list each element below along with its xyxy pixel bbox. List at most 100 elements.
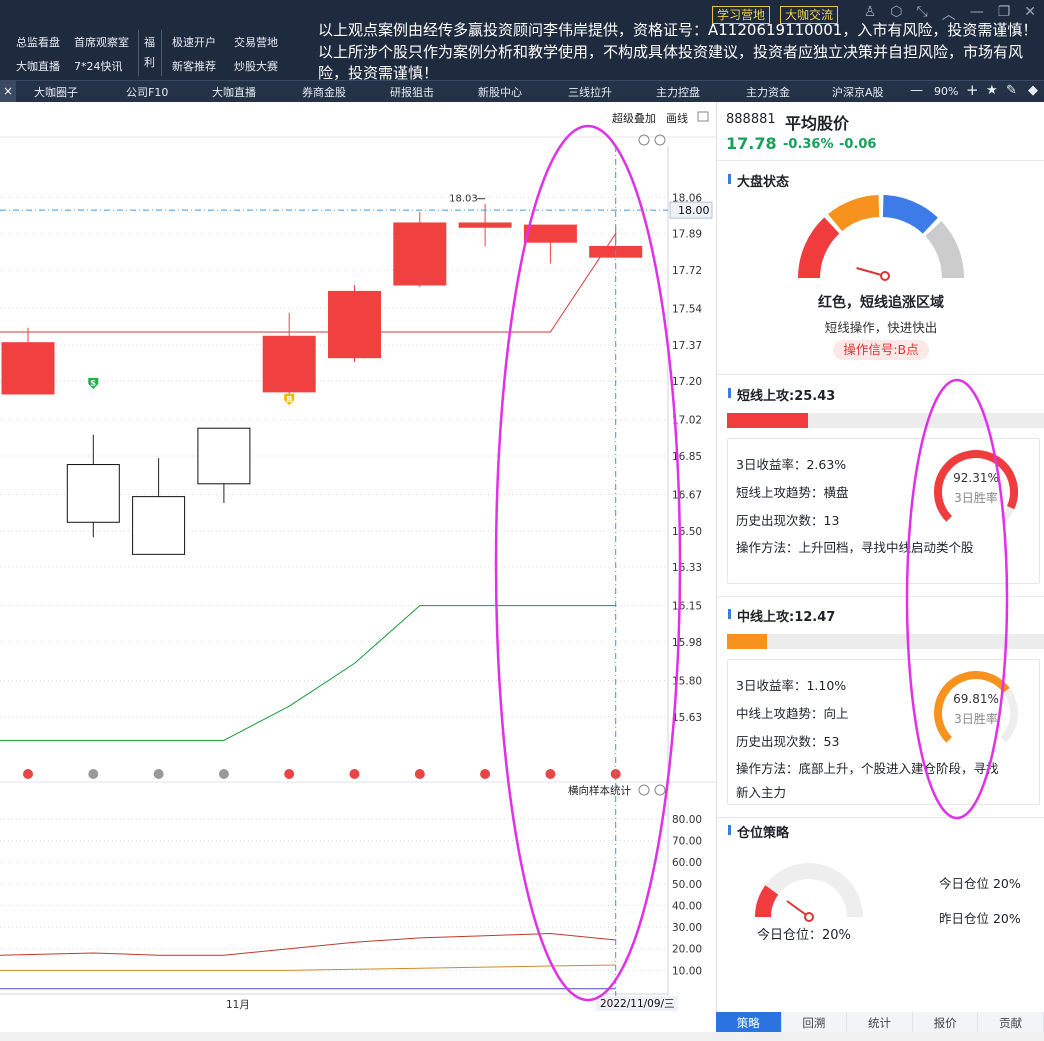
signal-dot (88, 769, 99, 779)
candle-body (262, 335, 316, 393)
sample-stats-button[interactable]: 横向样本统计 (568, 784, 631, 797)
mid-stat-line: 新入主力 (736, 785, 787, 800)
panel-tab-1[interactable]: 回溯 (781, 1012, 848, 1034)
today-position: 今日仓位 20% (939, 876, 1021, 891)
tab-item[interactable]: 主力控盘 (656, 86, 700, 99)
price-tick-label: 17.72 (672, 265, 702, 277)
candle-body (328, 290, 381, 359)
hexagon-icon[interactable]: ⬡ (890, 4, 903, 20)
mid-stats-card: 3日收益率：1.10% 中线上攻趋势：向上 历史出现次数：53 操作方法：底部上… (727, 659, 1040, 805)
stock-price: 17.78 (726, 134, 777, 153)
mid-win-rate-label: 3日胜率 (954, 712, 998, 726)
shrink-icon[interactable]: ⤡ (916, 4, 928, 20)
chevron-up-icon[interactable]: ︿ (941, 7, 956, 23)
market-status-text: 红色，短线追涨区域 (818, 295, 944, 311)
tab-item[interactable]: 公司F10 (126, 86, 169, 99)
panel-tab-3[interactable]: 报价 (912, 1012, 979, 1034)
more-icon[interactable]: ◆ (1028, 83, 1038, 98)
candle-body (393, 222, 447, 286)
short-stats-card: 3日收益率：2.63% 短线上攻趋势：横盘 历史出现次数：13 操作方法：上升回… (727, 438, 1040, 584)
short-stat-line: 3日收益率：2.63% (736, 457, 847, 472)
month-tick-label: 11月 (226, 999, 250, 1011)
window-controls: ♙ ⬡ ⤡ ︿ — ❐ ✕ (864, 4, 1036, 24)
stats-settings-icon[interactable] (638, 784, 650, 796)
top-menu-item[interactable]: 7*24快讯 (74, 60, 123, 73)
top-menu-item[interactable]: 大咖直播 (16, 60, 60, 73)
price-tick-label: 15.63 (672, 712, 702, 724)
change-value: -0.06 (839, 137, 877, 152)
price-tick-label: 16.50 (672, 526, 702, 538)
mid-stat-line: 中线上攻趋势：向上 (736, 706, 849, 721)
tab-item[interactable]: 大咖圈子 (34, 86, 78, 99)
settings-icon[interactable] (638, 134, 650, 146)
expert-exchange-tag[interactable]: 大咖交流 (780, 6, 839, 24)
divider (717, 374, 1044, 375)
star-icon[interactable]: ★ (986, 83, 998, 98)
lower-tick-label: 30.00 (672, 922, 702, 934)
top-menu-item[interactable]: 新客推荐 (172, 60, 216, 73)
top-menu-item[interactable]: 总监看盘 (16, 36, 60, 49)
grid-icon[interactable] (697, 111, 709, 122)
edit-icon[interactable]: ✎ (1006, 83, 1017, 98)
draw-line-button[interactable]: 画线 (666, 111, 688, 125)
tab-item[interactable]: 券商金股 (302, 86, 346, 99)
zoom-out-icon[interactable]: — (910, 83, 923, 98)
price-tick-label: 15.98 (672, 637, 702, 649)
tab-item[interactable]: 三线拉升 (568, 86, 612, 99)
tab-item[interactable]: 沪深京A股 (832, 86, 884, 99)
price-tick-label: 16.85 (672, 451, 702, 463)
candle-body (197, 427, 251, 485)
green-indicator-line (0, 605, 616, 741)
tab-item[interactable]: 主力资金 (746, 86, 790, 99)
today-position-label: 今日仓位：20% (757, 928, 851, 943)
stats-help-icon[interactable] (654, 784, 666, 796)
fuli-button[interactable]: 福 利 (138, 30, 162, 76)
lower-tick-label: 10.00 (672, 965, 702, 977)
short-win-rate-label: 3日胜率 (954, 491, 998, 505)
top-menu-item[interactable]: 首席观察室 (74, 36, 129, 49)
chart-area[interactable]: 超级叠加 画线 18.06 17.89 17.72 17.54 17.37 17.20 17.0… (0, 102, 716, 1032)
lower-series-line (0, 933, 616, 956)
overlay-button[interactable]: 超级叠加 (612, 111, 656, 125)
restore-icon[interactable]: ❐ (997, 4, 1011, 20)
stock-code: 888881 (726, 112, 776, 127)
position-pivot (804, 912, 814, 922)
close-icon[interactable]: ✕ (1024, 4, 1036, 20)
top-menu-item[interactable]: 交易营地 (234, 36, 278, 49)
strategy-panel: 888881 平均股价 17.78 -0.36% -0.06 大盘状态 红色，短… (716, 102, 1044, 1032)
close-tab-icon[interactable]: × (0, 81, 16, 103)
price-tick-label: 17.37 (672, 340, 702, 352)
lower-series-line (0, 964, 616, 971)
gauge-segment (925, 221, 964, 279)
top-menu-item[interactable]: 炒股大赛 (234, 60, 278, 73)
learning-camp-tag[interactable]: 学习营地 (712, 6, 771, 24)
mid-stat-line: 历史出现次数：53 (736, 734, 840, 749)
user-icon[interactable]: ♙ (863, 4, 877, 20)
lower-tick-label: 60.00 (672, 857, 702, 869)
divider (717, 817, 1044, 818)
help-icon[interactable] (654, 134, 666, 146)
candle-body (523, 224, 577, 243)
zoom-in-icon[interactable]: + (966, 81, 979, 99)
minimize-icon[interactable]: — (969, 4, 984, 20)
signal-dot (218, 769, 229, 779)
panel-tab-4[interactable]: 贡献 (978, 1012, 1044, 1034)
short-stat-line: 历史出现次数：13 (736, 513, 840, 528)
candlestick-chart[interactable]: 超级叠加 画线 18.06 17.89 17.72 17.54 17.37 17.20 17.0… (0, 102, 716, 1032)
signal-dot (284, 769, 295, 779)
mid-stat-line: 3日收益率：1.10% (736, 678, 847, 693)
status-strip (0, 1032, 1044, 1041)
zoom-level: 90% (934, 85, 959, 98)
tab-item[interactable]: 新股中心 (478, 86, 522, 99)
panel-tab-2[interactable]: 统计 (847, 1012, 913, 1034)
short-stat-line: 短线上攻趋势：横盘 (736, 485, 849, 500)
mid-win-rate: 69.81% (953, 692, 999, 706)
crosshair-date-box (596, 996, 678, 1011)
fuli-char-2: 利 (144, 56, 155, 69)
top-menu-item[interactable]: 极速开户 (172, 36, 216, 49)
tab-item[interactable]: 大咖直播 (212, 86, 256, 99)
tab-item[interactable]: 研报狙击 (390, 86, 434, 99)
mid-attack-track (727, 634, 1044, 649)
panel-tab-0[interactable]: 策略 (716, 1012, 782, 1034)
function-tab-bar: × 大咖圈子 公司F10 大咖直播 券商金股 研报狙击 新股中心 三线拉升 主力控盘 主力资金 沪… (0, 80, 1044, 103)
